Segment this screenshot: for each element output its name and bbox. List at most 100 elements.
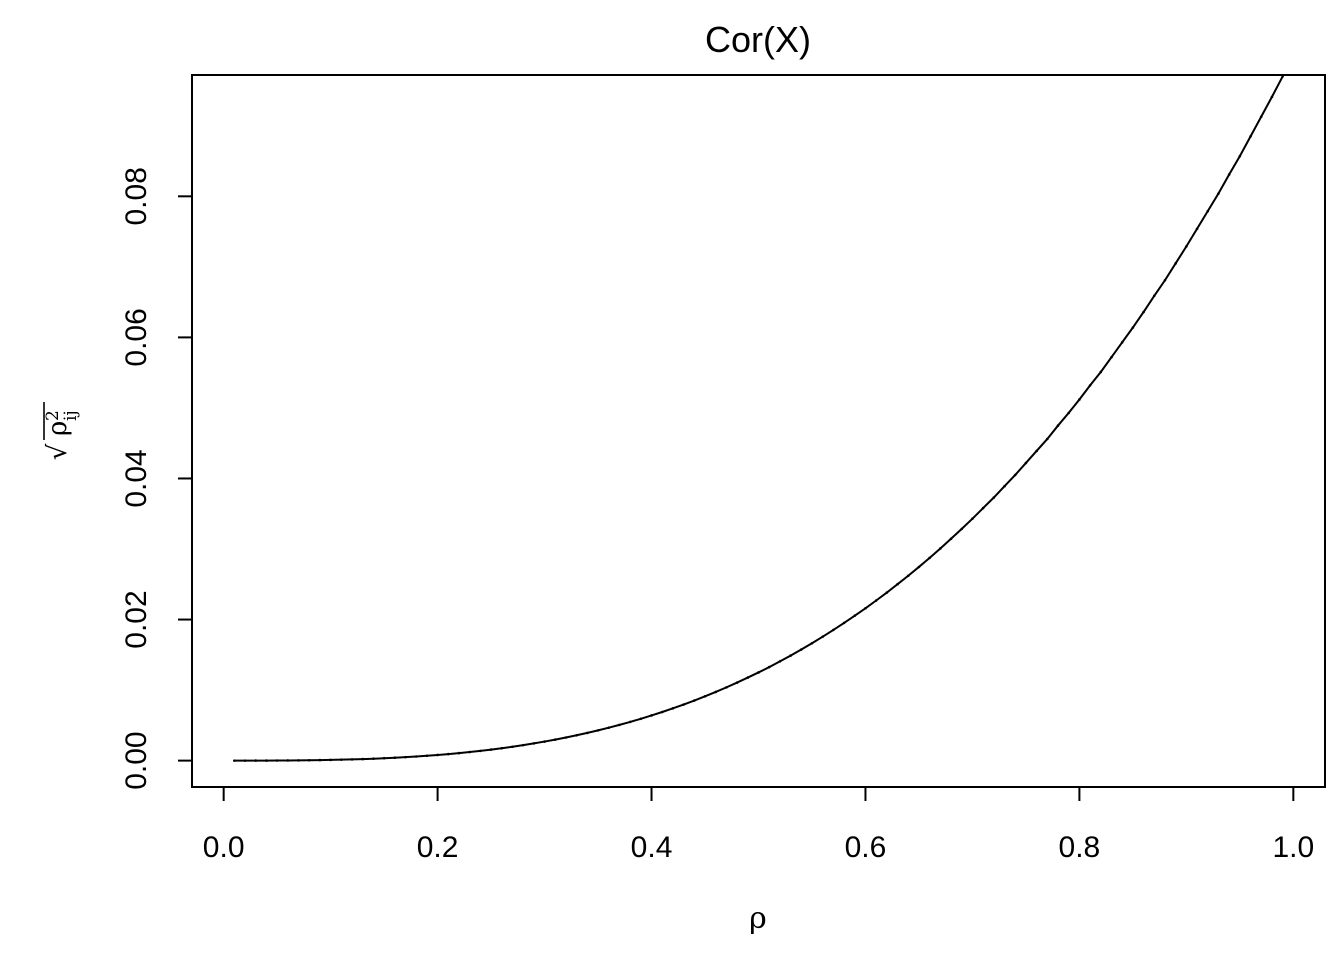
data-point — [1078, 398, 1081, 401]
data-point — [821, 635, 824, 638]
data-point — [1195, 227, 1199, 231]
data-point — [564, 736, 568, 739]
x-axis-label: ρ — [749, 901, 767, 936]
data-point — [992, 496, 996, 499]
data-point — [425, 754, 429, 758]
x-axis: 0.0 0.2 0.4 0.6 0.8 1.0 — [203, 786, 1314, 864]
data-point — [543, 740, 546, 743]
y-tick-label: 0.02 — [120, 590, 153, 648]
data-point — [981, 506, 985, 510]
y-axis-label: √ ρ 2 ij — [43, 402, 81, 460]
data-point — [575, 733, 578, 737]
data-point — [307, 758, 311, 762]
series-layer — [233, 75, 1284, 762]
y-axis-label-base: ρ — [43, 421, 73, 436]
data-point — [799, 648, 803, 651]
data-point — [607, 726, 611, 730]
data-point — [949, 537, 953, 541]
data-point — [436, 753, 439, 757]
data-point — [329, 758, 332, 762]
data-point — [1013, 473, 1017, 477]
data-point — [1142, 310, 1145, 314]
data-point — [286, 759, 290, 762]
data-point — [404, 755, 407, 759]
data-point — [1163, 278, 1167, 282]
y-tick-label: 0.04 — [120, 449, 153, 507]
data-point — [1035, 449, 1038, 453]
data-point — [1120, 341, 1124, 344]
data-point — [735, 681, 739, 684]
data-point — [1099, 370, 1103, 374]
data-point — [1270, 95, 1274, 99]
data-point — [1056, 424, 1060, 427]
data-point — [703, 695, 707, 698]
data-point — [725, 686, 728, 689]
data-point — [639, 717, 643, 721]
data-point — [511, 745, 514, 749]
data-point — [350, 758, 354, 761]
data-point — [939, 547, 942, 550]
data-point — [1259, 115, 1263, 118]
data-point — [1003, 484, 1006, 488]
data-point — [457, 751, 461, 755]
data-point — [318, 758, 322, 762]
data-point — [1067, 411, 1071, 415]
y-axis: 0.00 0.02 0.04 0.06 0.08 — [120, 167, 193, 790]
data-point — [1024, 461, 1028, 465]
x-tick-label: 0.6 — [845, 831, 887, 864]
data-point — [917, 565, 921, 569]
data-point — [372, 757, 375, 760]
data-point — [1185, 245, 1188, 248]
y-tick-label: 0.06 — [120, 308, 153, 366]
data-point — [767, 665, 771, 669]
data-point — [340, 758, 343, 761]
data-point — [243, 759, 247, 762]
data-point — [906, 574, 910, 578]
data-point — [532, 742, 536, 745]
data-point — [971, 517, 974, 520]
data-point — [885, 591, 889, 594]
data-point — [479, 749, 482, 753]
data-point — [618, 723, 621, 727]
x-tick-label: 0.8 — [1059, 831, 1101, 864]
data-point — [254, 759, 258, 762]
data-point — [896, 582, 899, 586]
data-point — [810, 641, 814, 645]
data-point — [714, 690, 718, 694]
plot-frame — [191, 74, 1326, 788]
data-point — [671, 707, 675, 710]
data-point — [874, 599, 878, 602]
data-point — [746, 676, 750, 679]
data-point — [233, 759, 236, 762]
data-point — [1088, 384, 1092, 387]
data-point — [297, 759, 300, 762]
data-point — [1174, 262, 1177, 265]
y-tick-label: 0.00 — [120, 731, 153, 789]
data-point — [1281, 75, 1284, 78]
data-point — [1046, 437, 1049, 441]
data-point — [1152, 294, 1156, 298]
data-point — [832, 628, 835, 632]
data-point — [596, 729, 600, 732]
data-point — [789, 654, 792, 657]
data-point — [382, 756, 386, 760]
data-point — [1110, 355, 1113, 359]
data-point — [693, 699, 696, 702]
x-tick-label: 0.0 — [203, 831, 245, 864]
data-point — [393, 756, 397, 760]
data-point — [1206, 209, 1210, 213]
chart-title: Cor(X) — [705, 19, 811, 60]
data-point — [853, 614, 857, 617]
data-point — [928, 556, 931, 560]
data-point — [682, 703, 685, 706]
y-tick-label: 0.08 — [120, 167, 153, 225]
data-point — [650, 714, 653, 717]
data-point — [553, 738, 557, 741]
data-point — [778, 660, 782, 663]
data-point — [414, 755, 418, 758]
data-point — [1238, 154, 1242, 158]
x-tick-label: 0.2 — [417, 831, 459, 864]
data-point — [468, 750, 471, 754]
data-point — [265, 759, 268, 762]
